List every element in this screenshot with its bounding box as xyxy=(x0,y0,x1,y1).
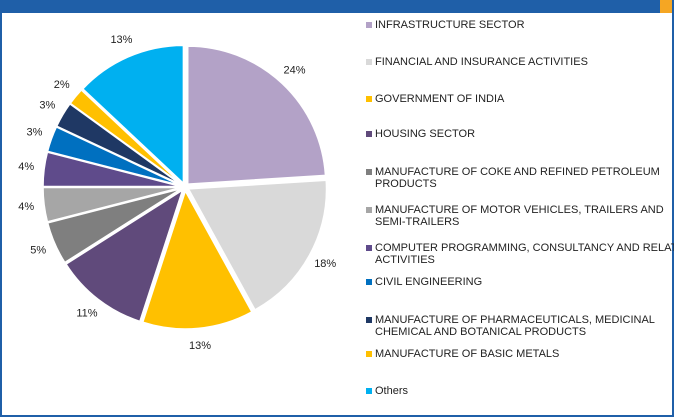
pie-slice xyxy=(64,188,184,323)
legend-label: GOVERNMENT OF INDIA xyxy=(375,93,505,105)
legend-line: Others xyxy=(375,385,409,397)
legend-label: MANUFACTURE OF BASIC METALS xyxy=(375,348,559,360)
legend-line: GOVERNMENT OF INDIA xyxy=(375,93,505,105)
legend-swatch xyxy=(366,279,372,285)
legend-line: CHEMICAL AND BOTANICAL PRODUCTS xyxy=(375,326,586,338)
legend-swatch xyxy=(366,96,372,102)
legend-line: SEMI-TRAILERS xyxy=(375,216,459,228)
value-label: 24% xyxy=(284,64,306,76)
value-label: 11% xyxy=(76,307,97,319)
legend-swatch xyxy=(366,169,372,175)
legend-line: HOUSING SECTOR xyxy=(375,128,475,140)
legend-line: ACTIVITIES xyxy=(375,254,435,266)
legend-label: MANUFACTURE OF MOTOR VEHICLES, TRAILERS … xyxy=(375,204,664,228)
value-label: 3% xyxy=(39,99,55,111)
pie-slice xyxy=(46,187,182,264)
header-corner xyxy=(660,0,672,13)
legend-swatch xyxy=(366,207,372,213)
legend-line: INFRASTRUCTURE SECTOR xyxy=(375,19,525,31)
pie-slice xyxy=(69,88,183,186)
legend-swatch xyxy=(366,388,372,394)
pie-slice xyxy=(186,45,327,185)
value-label: 2% xyxy=(54,79,70,91)
legend-line: COMPUTER PROGRAMMING, CONSULTANCY AND RE… xyxy=(375,242,674,254)
legend-swatch xyxy=(366,317,372,323)
value-label: 13% xyxy=(189,340,211,352)
value-label: 13% xyxy=(110,34,132,46)
legend-line: FINANCIAL AND INSURANCE ACTIVITIES xyxy=(375,56,588,68)
value-label: 4% xyxy=(18,201,34,213)
legend-swatch xyxy=(366,59,372,65)
legend-line: MANUFACTURE OF BASIC METALS xyxy=(375,348,559,360)
pie-slice xyxy=(81,44,185,186)
legend-line: PRODUCTS xyxy=(375,178,437,190)
header-bar xyxy=(0,0,674,13)
legend-line: MANUFACTURE OF PHARMACEUTICALS, MEDICINA… xyxy=(375,314,655,326)
legend-label: INFRASTRUCTURE SECTOR xyxy=(375,19,525,31)
legend-line: CIVIL ENGINEERING xyxy=(375,276,482,288)
pie-slice xyxy=(141,189,253,330)
legend-label: MANUFACTURE OF PHARMACEUTICALS, MEDICINA… xyxy=(375,314,655,338)
value-label: 3% xyxy=(27,127,43,139)
value-label: 18% xyxy=(314,258,336,270)
legend-swatch xyxy=(366,245,372,251)
legend-line: MANUFACTURE OF COKE AND REFINED PETROLEU… xyxy=(375,166,660,178)
legend-swatch xyxy=(366,131,372,137)
legend-swatch xyxy=(366,351,372,357)
legend-label: COMPUTER PROGRAMMING, CONSULTANCY AND RE… xyxy=(375,242,674,266)
legend-line: MANUFACTURE OF MOTOR VEHICLES, TRAILERS … xyxy=(375,204,664,216)
pie-slice xyxy=(187,179,328,311)
legend-label: CIVIL ENGINEERING xyxy=(375,276,482,288)
pie-slice xyxy=(46,125,182,187)
pie-slice xyxy=(42,151,182,188)
legend-label: MANUFACTURE OF COKE AND REFINED PETROLEU… xyxy=(375,166,660,190)
legend-label: HOUSING SECTOR xyxy=(375,128,475,140)
pie-slice xyxy=(42,186,182,223)
legend-label: Others xyxy=(375,385,409,397)
value-label: 4% xyxy=(18,161,34,173)
value-label: 5% xyxy=(30,244,46,256)
legend-label: FINANCIAL AND INSURANCE ACTIVITIES xyxy=(375,56,588,68)
legend-swatch xyxy=(366,22,372,28)
